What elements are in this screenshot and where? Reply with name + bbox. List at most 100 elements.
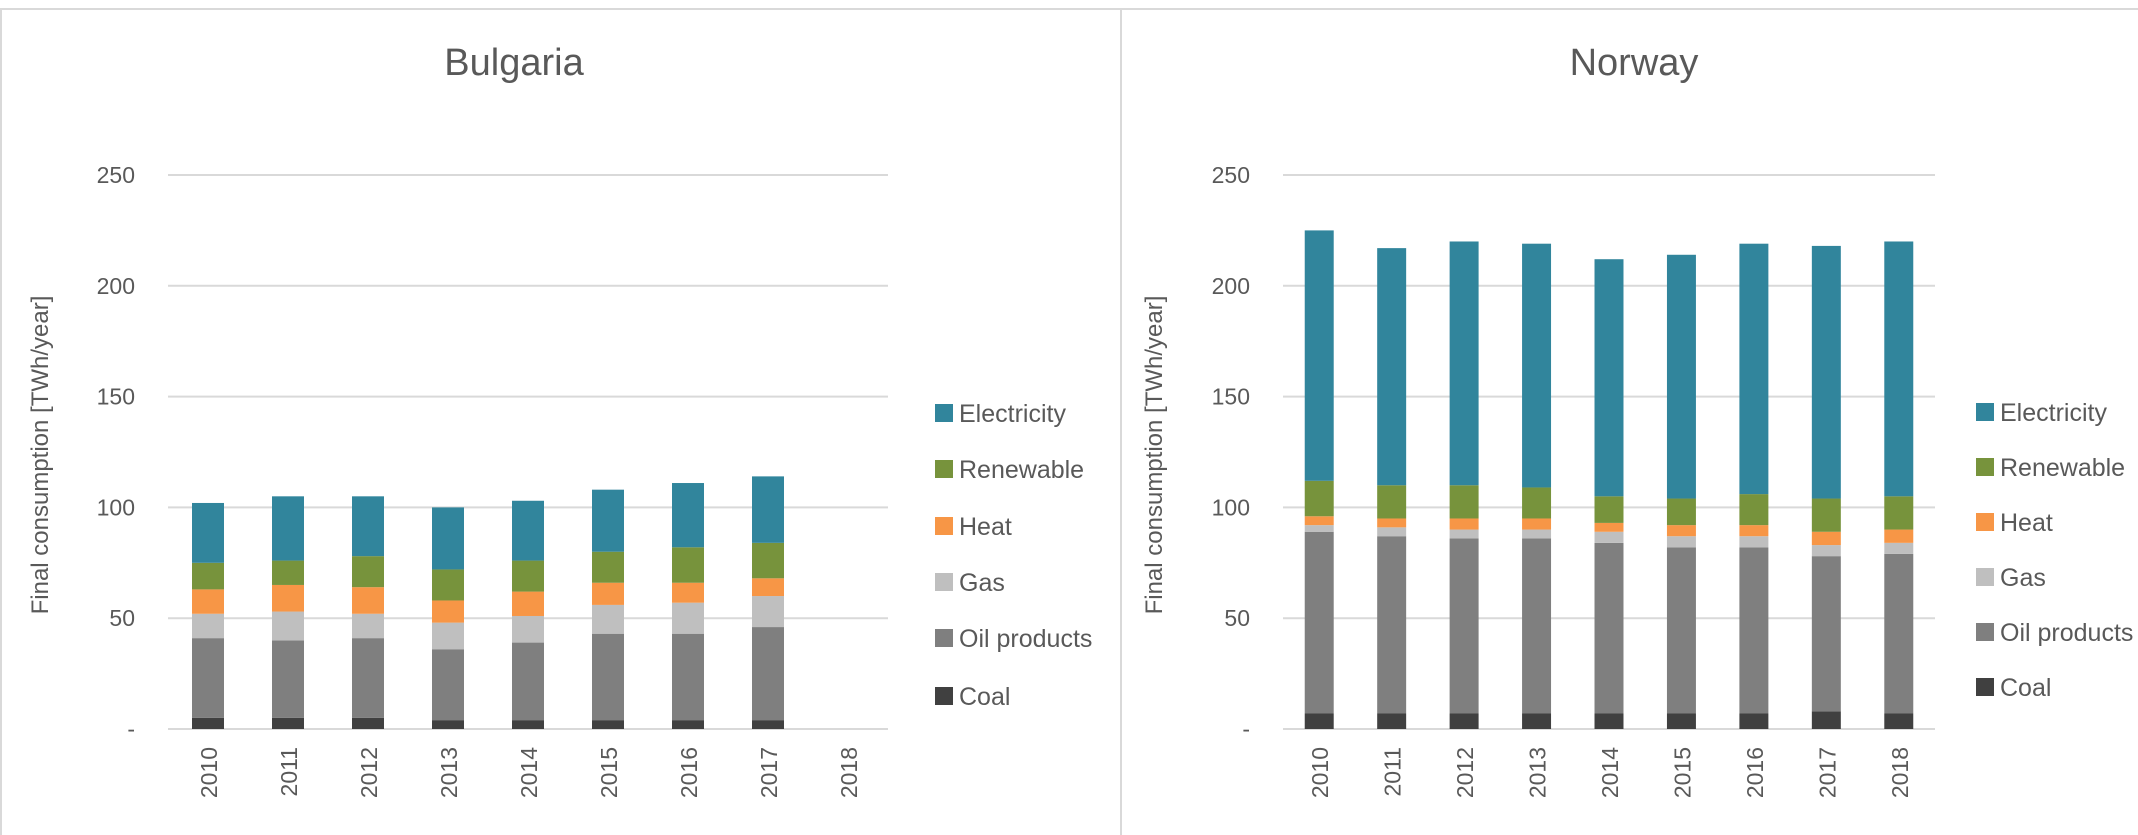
- chart-1-bar-renewable: [1811, 498, 1841, 532]
- chart-1-bar-gas: [1377, 527, 1407, 537]
- chart-1-bar-electricity: [1304, 230, 1334, 481]
- chart-0-bar-gas: [592, 604, 624, 634]
- chart-0-bar-renewable: [352, 556, 384, 588]
- chart-1-bar-renewable: [1522, 487, 1552, 519]
- chart-0-bar-coal: [432, 720, 464, 729]
- chart-1-bar-renewable: [1377, 485, 1407, 519]
- chart-1-xtick-label: 2018: [1887, 747, 1913, 798]
- chart-0-xtick-label: 2014: [516, 747, 542, 798]
- chart-panel-norway: [1120, 8, 2138, 835]
- chart-0-ytick-label: 50: [109, 605, 135, 631]
- chart-0-bar-coal: [352, 717, 384, 729]
- chart-0-bar-electricity: [192, 502, 224, 563]
- chart-1-bar-coal: [1811, 711, 1841, 729]
- chart-1-title: Norway: [1570, 42, 1699, 84]
- chart-1-legend-swatch: [1976, 568, 1994, 586]
- chart-0-xtick-label: 2015: [596, 747, 622, 798]
- chart-1-bar-oil-products: [1739, 547, 1769, 714]
- chart-0-bar-gas: [432, 622, 464, 650]
- chart-1-legend-label: Heat: [2000, 509, 2053, 537]
- chart-0-legend-label: Renewable: [959, 456, 1084, 484]
- chart-1-legend-swatch: [1976, 403, 1994, 421]
- chart-1-xtick-label: 2013: [1525, 747, 1551, 798]
- chart-1-xtick-label: 2014: [1597, 747, 1623, 798]
- chart-0-ytick-label: 250: [97, 162, 135, 188]
- chart-1-xtick-label: 2012: [1452, 747, 1478, 798]
- chart-1-legend-label: Oil products: [2000, 619, 2133, 647]
- chart-0-bar-coal: [512, 720, 544, 729]
- chart-0-bar-renewable: [752, 542, 784, 579]
- chart-0-legend-label: Electricity: [959, 400, 1066, 428]
- chart-1-bar-heat: [1304, 516, 1334, 526]
- chart-0-bar-coal: [752, 720, 784, 729]
- chart-1-legend-label: Electricity: [2000, 399, 2107, 427]
- chart-1-bar-gas: [1304, 525, 1334, 532]
- chart-0-bar-oil-products: [192, 638, 224, 718]
- chart-0-bar-renewable: [592, 551, 624, 583]
- chart-1-bar-electricity: [1522, 243, 1552, 488]
- chart-0-bar-gas: [192, 613, 224, 639]
- chart-0-bar-renewable: [272, 560, 304, 585]
- chart-0-bar-renewable: [512, 560, 544, 592]
- chart-1-bar-electricity: [1666, 254, 1696, 499]
- chart-1-xtick-label: 2016: [1742, 747, 1768, 798]
- chart-0-bar-electricity: [272, 496, 304, 561]
- chart-1-bar-oil-products: [1594, 542, 1624, 714]
- chart-1-ytick-label: 250: [1212, 162, 1250, 188]
- chart-0-bar-heat: [752, 578, 784, 597]
- chart-0-bar-oil-products: [352, 638, 384, 718]
- chart-1-bar-coal: [1377, 713, 1407, 729]
- chart-0-xtick-label: 2010: [196, 747, 222, 798]
- chart-1-bar-gas: [1739, 536, 1769, 548]
- chart-1-xtick-label: 2011: [1380, 747, 1406, 796]
- chart-1-bar-electricity: [1739, 243, 1769, 495]
- chart-1-legend-swatch: [1976, 458, 1994, 476]
- chart-1-bar-heat: [1377, 518, 1407, 528]
- chart-1-ylabel: Final consumption [TWh/year]: [1141, 296, 1168, 615]
- chart-1-bar-gas: [1522, 529, 1552, 539]
- chart-0-legend-label: Oil products: [959, 625, 1092, 653]
- chart-0-bar-electricity: [352, 496, 384, 557]
- chart-1-xtick-label: 2017: [1814, 747, 1840, 798]
- chart-1-bar-gas: [1666, 536, 1696, 548]
- chart-0-bar-coal: [192, 717, 224, 729]
- chart-1-ytick-label: 150: [1212, 384, 1250, 410]
- chart-0-bar-gas: [352, 613, 384, 639]
- chart-0-bar-oil-products: [272, 640, 304, 718]
- chart-1-bar-coal: [1884, 713, 1914, 729]
- chart-1-bar-coal: [1594, 713, 1624, 729]
- chart-1-bar-oil-products: [1377, 536, 1407, 714]
- chart-0-bar-renewable: [432, 569, 464, 601]
- chart-0-bar-renewable: [672, 547, 704, 583]
- chart-1-bar-electricity: [1449, 241, 1479, 486]
- chart-0-xtick-label: 2013: [436, 747, 462, 798]
- chart-0-bar-electricity: [592, 489, 624, 552]
- chart-0-xtick-label: 2012: [356, 747, 382, 798]
- chart-0-bar-heat: [432, 600, 464, 623]
- chart-1-bar-heat: [1884, 529, 1914, 543]
- chart-0-bar-oil-products: [592, 633, 624, 721]
- chart-0-bar-heat: [672, 582, 704, 603]
- chart-0-bar-heat: [192, 589, 224, 614]
- chart-0-ytick-label: 150: [97, 384, 135, 410]
- chart-0-legend-label: Coal: [959, 683, 1010, 711]
- chart-0-legend-swatch: [935, 517, 953, 535]
- chart-0-bar-heat: [512, 591, 544, 616]
- chart-0-xtick-label: 2011: [276, 747, 302, 796]
- chart-0-bar-heat: [272, 584, 304, 612]
- chart-0-legend-swatch: [935, 573, 953, 591]
- chart-0-bar-heat: [592, 582, 624, 605]
- chart-1-legend-swatch: [1976, 678, 1994, 696]
- chart-0-xtick-label: 2018: [836, 747, 862, 798]
- chart-1-bar-heat: [1739, 525, 1769, 537]
- chart-1-bar-oil-products: [1304, 531, 1334, 714]
- chart-1-bar-electricity: [1884, 241, 1914, 497]
- chart-0-legend-swatch: [935, 460, 953, 478]
- chart-1-legend-swatch: [1976, 623, 1994, 641]
- chart-0-ytick-label: 200: [97, 273, 135, 299]
- chart-1-bar-heat: [1594, 522, 1624, 532]
- chart-0-bar-oil-products: [512, 642, 544, 721]
- chart-1-legend-label: Renewable: [2000, 454, 2125, 482]
- chart-0-legend-label: Heat: [959, 513, 1012, 541]
- chart-1-bar-renewable: [1304, 480, 1334, 517]
